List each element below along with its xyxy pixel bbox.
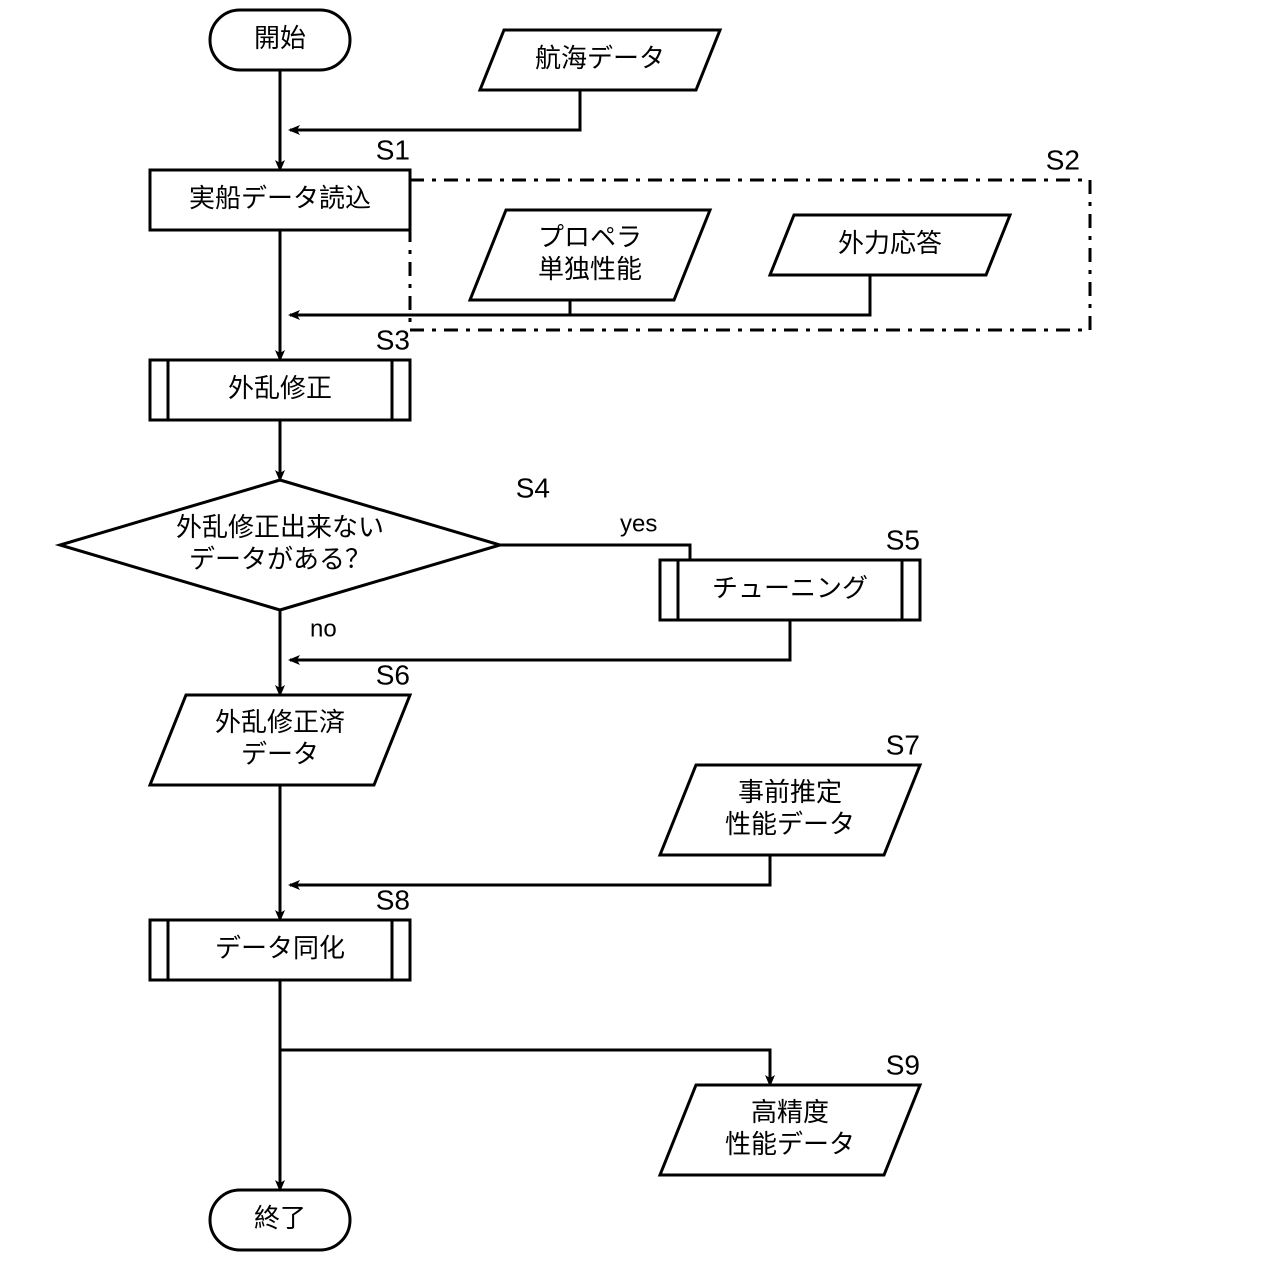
- flowchart-canvas: 開始航海データ実船データ読込プロペラ単独性能 外力応答外乱修正外乱修正出来ないデー…: [0, 0, 1284, 1288]
- node-s2a-label1: プロペラ: [538, 222, 642, 252]
- node-end: 終了: [210, 1190, 350, 1250]
- step-label-S4: S4: [516, 472, 550, 503]
- node-s1: 実船データ読込: [150, 170, 410, 230]
- step-label-S8: S8: [376, 884, 410, 915]
- branch-label-no: no: [310, 615, 337, 642]
- node-start-label: 開始: [254, 23, 306, 53]
- node-s2a: プロペラ単独性能: [470, 210, 710, 300]
- node-s7-label1: 事前推定: [738, 777, 842, 807]
- step-label-S5: S5: [886, 524, 920, 555]
- node-navData: 航海データ: [480, 30, 720, 90]
- node-s9-label2: 性能データ: [725, 1129, 855, 1159]
- edge-s5-join_no: [290, 620, 790, 660]
- node-s5-label: チューニング: [712, 573, 868, 603]
- node-end-label: 終了: [254, 1203, 306, 1233]
- node-s6-label2: データ: [241, 739, 319, 769]
- node-s4-label1: 外乱修正出来ない: [176, 512, 384, 542]
- edge-navData-s1_in: [290, 90, 580, 130]
- node-s6-label1: 外乱修正済: [215, 707, 345, 737]
- step-label-S3: S3: [376, 324, 410, 355]
- edge-s7-s8_in: [290, 855, 770, 885]
- node-s7-label2: 性能データ: [725, 809, 855, 839]
- node-s1-label: 実船データ読込: [189, 183, 371, 213]
- branch-label-yes: yes: [620, 510, 657, 537]
- node-s4: 外乱修正出来ないデータがある？: [60, 480, 500, 610]
- node-s9-label1: 高精度: [751, 1097, 829, 1127]
- node-start: 開始: [210, 10, 350, 70]
- edge-s8-s9: [280, 1050, 770, 1085]
- step-label-S1: S1: [376, 134, 410, 165]
- node-s2b-label: 外力応答: [838, 228, 942, 258]
- node-s4-label2: データがある？: [189, 544, 371, 574]
- edge-s2a-s3_in: [290, 300, 570, 315]
- node-s3: 外乱修正: [150, 360, 410, 420]
- node-s9: 高精度性能データ: [660, 1085, 920, 1175]
- node-s2b: 外力応答: [770, 215, 1010, 275]
- step-label-S9: S9: [886, 1049, 920, 1080]
- node-s3-label: 外乱修正: [228, 373, 332, 403]
- node-s8: データ同化: [150, 920, 410, 980]
- node-s7: 事前推定性能データ: [660, 765, 920, 855]
- node-s2a-label2: 単独性能: [538, 254, 642, 284]
- step-label-S2: S2: [1046, 144, 1080, 175]
- step-label-S7: S7: [886, 729, 920, 760]
- node-s5: チューニング: [660, 560, 920, 620]
- step-label-S6: S6: [376, 659, 410, 690]
- node-navData-label: 航海データ: [535, 43, 665, 73]
- node-s6: 外乱修正済データ: [150, 695, 410, 785]
- node-s8-label: データ同化: [215, 933, 345, 963]
